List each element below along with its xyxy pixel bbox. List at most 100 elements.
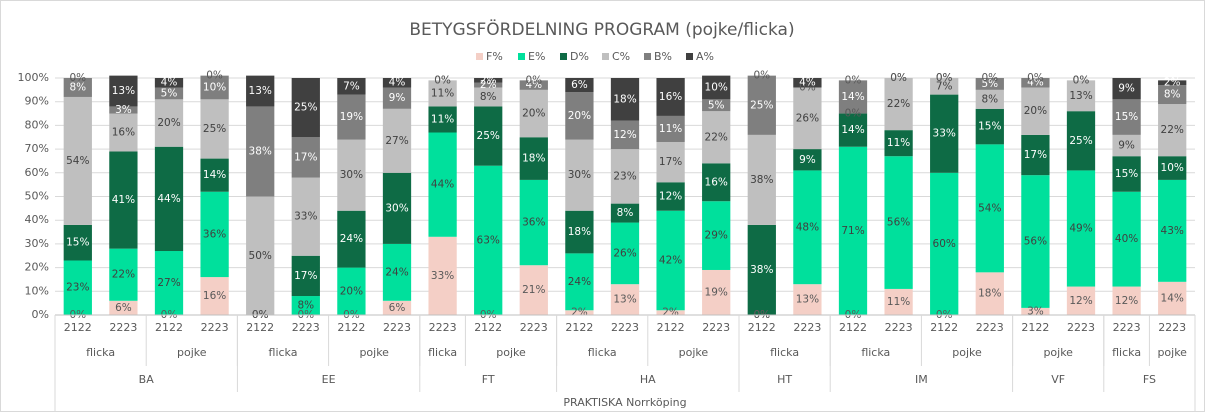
bar-segment	[702, 269, 731, 315]
legend-swatch	[476, 53, 483, 60]
x-tick-label: 2122	[155, 321, 183, 334]
legend-label: B%	[654, 50, 672, 63]
bar-segment	[747, 134, 776, 225]
bar-segment	[656, 310, 685, 315]
legend-swatch	[602, 53, 609, 60]
data-label: 27%	[385, 135, 408, 147]
data-label: 11%	[431, 113, 454, 125]
data-label: 0%	[525, 74, 542, 86]
data-label: 22%	[887, 98, 910, 110]
data-label: 0%	[981, 72, 998, 84]
bar-segment	[565, 78, 594, 93]
bar-segment	[519, 89, 548, 138]
bar-segment	[109, 151, 138, 249]
data-label: 17%	[294, 270, 317, 282]
data-label: 20%	[340, 285, 363, 297]
subgroup-label: pojke	[496, 346, 526, 359]
subgroup-label: flicka	[770, 346, 799, 359]
data-label: 5%	[981, 78, 998, 90]
data-label: 12%	[1115, 295, 1138, 307]
bar-segment	[63, 260, 92, 315]
bar-segment	[610, 149, 640, 204]
data-label: 12%	[1069, 295, 1092, 307]
group-label: FT	[482, 373, 495, 386]
data-label: 24%	[385, 266, 408, 278]
x-tick-label: 2122	[657, 321, 685, 334]
bar-segment	[519, 179, 548, 266]
bar-segment	[246, 196, 275, 315]
bar-segment	[1066, 111, 1096, 171]
data-label: 33%	[933, 128, 956, 140]
bar-segment	[109, 248, 138, 301]
x-tick-label: 2223	[429, 321, 457, 334]
data-label: 30%	[385, 202, 408, 214]
data-label: 6%	[571, 79, 588, 91]
bar-segment	[382, 87, 412, 109]
data-label: 0%	[206, 70, 223, 82]
bar-segment	[382, 78, 412, 88]
data-label: 11%	[659, 123, 682, 135]
subgroup-label: pojke	[1157, 346, 1187, 359]
subgroup-label: pojke	[359, 346, 389, 359]
data-label: 0%	[845, 74, 862, 86]
group-label: HT	[777, 373, 792, 386]
x-tick-label: 2122	[748, 321, 776, 334]
legend-swatch	[686, 53, 693, 60]
bar-segment	[200, 277, 229, 315]
data-label: 36%	[522, 217, 545, 229]
bar-segment	[1158, 156, 1187, 180]
data-label: 38%	[750, 264, 773, 276]
data-label: 29%	[705, 230, 728, 242]
data-label: 16%	[112, 127, 135, 139]
group-label: BA	[139, 373, 155, 386]
data-label: 22%	[1161, 124, 1184, 136]
y-tick-label: 10%	[25, 284, 49, 297]
data-label: 33%	[294, 211, 317, 223]
data-label: 18%	[522, 153, 545, 165]
bar-segment	[930, 78, 959, 95]
data-label: 44%	[431, 179, 454, 191]
data-label: 25%	[750, 99, 773, 111]
legend-swatch	[518, 53, 525, 60]
data-label: 0%	[434, 74, 451, 86]
legend-label: E%	[528, 50, 545, 63]
bar-segment	[382, 243, 412, 301]
bar-segment	[428, 236, 457, 315]
data-label: 6%	[389, 302, 406, 314]
x-tick-label: 2223	[383, 321, 411, 334]
data-label: 0%	[890, 72, 907, 84]
bar-segment	[610, 203, 640, 223]
data-label: 25%	[294, 102, 317, 114]
y-tick-label: 40%	[25, 213, 49, 226]
data-label: 2%	[662, 307, 679, 319]
data-label: 18%	[613, 93, 636, 105]
bar-segment	[1112, 286, 1141, 315]
data-label: 27%	[157, 277, 180, 289]
bar-segment	[337, 210, 366, 268]
data-label: 48%	[796, 221, 819, 233]
legend-label: F%	[486, 50, 503, 63]
subgroup-label: flicka	[588, 346, 617, 359]
bar-segment	[610, 222, 640, 285]
data-label: 54%	[978, 202, 1001, 214]
data-label: 6%	[115, 302, 132, 314]
data-label: 0%	[845, 108, 862, 120]
bar-segment	[337, 267, 366, 315]
y-tick-label: 30%	[25, 237, 49, 250]
data-label: 11%	[887, 296, 910, 308]
data-label: 11%	[887, 137, 910, 149]
data-label: 38%	[249, 145, 272, 157]
data-label: 9%	[799, 154, 816, 166]
data-label: 33%	[431, 270, 454, 282]
bar-segment	[109, 300, 138, 315]
bar-segment	[1158, 104, 1187, 157]
bar-segment	[291, 177, 320, 256]
bar-segment	[337, 139, 366, 211]
bar-segment	[154, 78, 184, 88]
bar-segment	[63, 96, 92, 225]
data-label: 4%	[799, 77, 816, 89]
bar-segment	[793, 149, 822, 171]
data-label: 22%	[112, 269, 135, 281]
data-label: 0%	[936, 72, 953, 84]
bar-segment	[702, 99, 731, 112]
